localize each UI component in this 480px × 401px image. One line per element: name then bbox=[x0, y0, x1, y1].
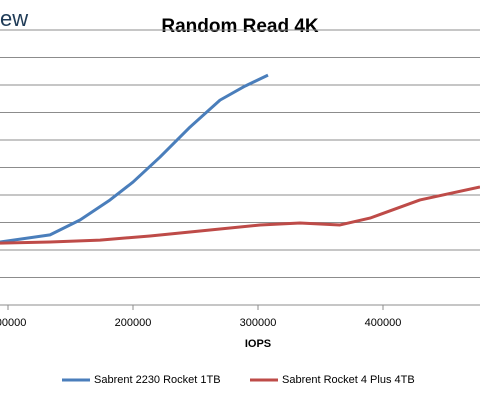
legend-label: Sabrent Rocket 4 Plus 4TB bbox=[282, 374, 415, 386]
x-axis-label: IOPS bbox=[245, 338, 271, 350]
data-line bbox=[0, 73, 269, 244]
legend-label: Sabrent 2230 Rocket 1TB bbox=[94, 374, 221, 386]
x-tick-label: 100000 bbox=[0, 317, 26, 329]
x-tick-label: 200000 bbox=[115, 317, 152, 329]
x-tick-label: 300000 bbox=[240, 317, 277, 329]
data-line bbox=[0, 185, 480, 245]
watermark: ew bbox=[0, 6, 28, 31]
x-tick-label: 400000 bbox=[365, 317, 402, 329]
chart-title: Random Read 4K bbox=[161, 16, 319, 37]
